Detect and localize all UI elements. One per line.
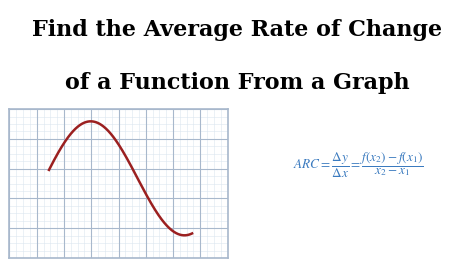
Text: Find the Average Rate of Change: Find the Average Rate of Change [32, 19, 442, 41]
Text: of a Function From a Graph: of a Function From a Graph [64, 72, 410, 94]
Text: $\mathit{ARC} = \dfrac{\Delta y}{\Delta x} = \dfrac{f(x_2)-f(x_1)}{x_2-x_1}$: $\mathit{ARC} = \dfrac{\Delta y}{\Delta … [292, 151, 423, 180]
